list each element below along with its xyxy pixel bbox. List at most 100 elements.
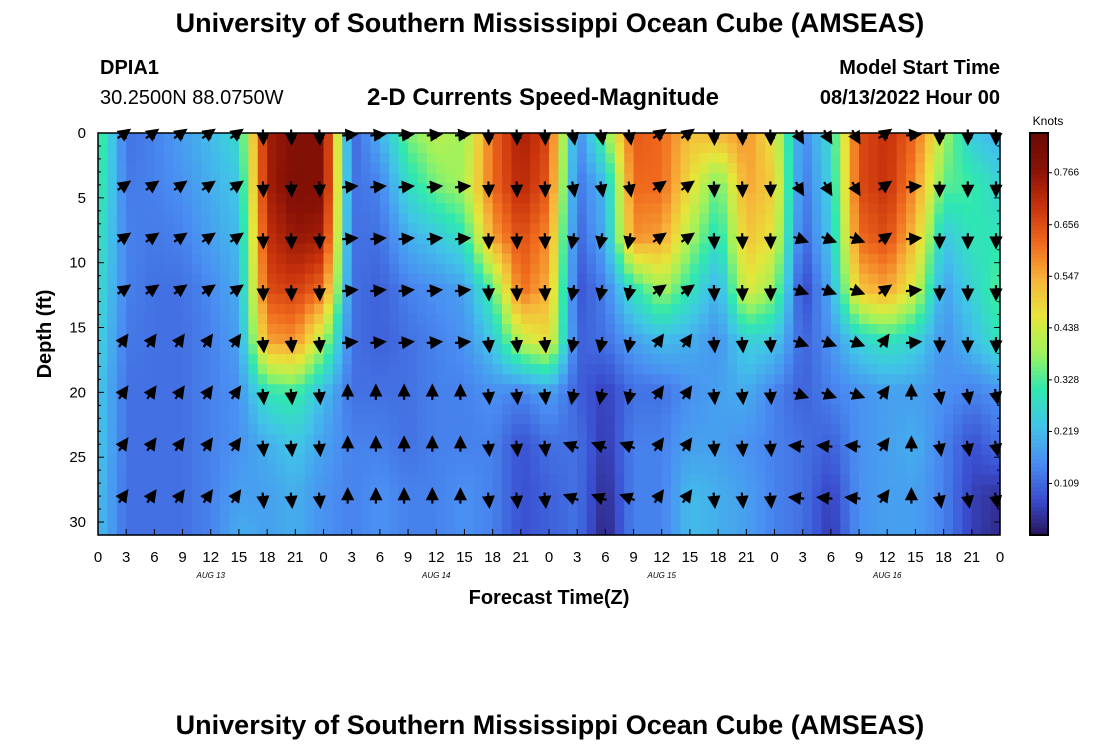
- heatmap-cell: [276, 524, 287, 536]
- heatmap-cell: [783, 203, 794, 214]
- heatmap-cell: [586, 374, 597, 385]
- heatmap-cell: [314, 464, 325, 476]
- heatmap-cell: [530, 464, 541, 476]
- heatmap-cell: [549, 334, 559, 345]
- heatmap-cell: [699, 283, 710, 295]
- heatmap-cell: [379, 374, 390, 385]
- heatmap-cell: [943, 253, 954, 265]
- heatmap-cell: [906, 404, 917, 415]
- heatmap-cell: [624, 143, 635, 154]
- colorbar-segment: [1030, 426, 1048, 432]
- heatmap-cell: [173, 454, 184, 466]
- heatmap-cell: [577, 253, 588, 265]
- heatmap-cell: [370, 374, 381, 385]
- heatmap-cell: [652, 303, 663, 315]
- heatmap-cell: [379, 253, 390, 265]
- heatmap-cell: [783, 454, 794, 466]
- heatmap-cell: [577, 514, 588, 526]
- heatmap-cell: [633, 504, 644, 516]
- heatmap-cell: [793, 524, 804, 536]
- heatmap-cell: [126, 233, 137, 245]
- heatmap-cell: [943, 344, 954, 355]
- heatmap-cell: [896, 273, 907, 285]
- heatmap-cell: [436, 233, 447, 245]
- colorbar-frame: [1029, 132, 1049, 536]
- heatmap-cell: [379, 223, 390, 235]
- heatmap-cell: [708, 504, 719, 516]
- heatmap-cell: [962, 223, 973, 235]
- heatmap-cell: [605, 394, 616, 405]
- heatmap-cell: [530, 303, 541, 315]
- heatmap-cell: [173, 193, 184, 204]
- heatmap-cell: [389, 524, 400, 536]
- heatmap-cell: [746, 394, 757, 405]
- current-arrow: [793, 283, 810, 297]
- heatmap-cell: [661, 504, 672, 516]
- heatmap-cell: [539, 213, 550, 225]
- heatmap-cell: [812, 354, 823, 365]
- heatmap-cell: [943, 434, 954, 446]
- heatmap-cell: [116, 273, 127, 285]
- heatmap-cell: [126, 414, 137, 426]
- heatmap-cell: [154, 424, 165, 436]
- heatmap-cell: [417, 434, 428, 446]
- current-arrow: [284, 388, 298, 406]
- heatmap-cell: [783, 233, 794, 245]
- heatmap-cell: [990, 143, 1001, 154]
- heatmap-cell: [191, 424, 202, 436]
- heatmap-cell: [812, 464, 823, 476]
- heatmap-cell: [182, 323, 193, 335]
- heatmap-cell: [530, 404, 541, 415]
- heatmap-cell: [877, 344, 888, 355]
- heatmap-cell: [98, 524, 108, 536]
- heatmap-cell: [107, 323, 118, 335]
- heatmap-cell: [389, 334, 400, 345]
- heatmap-cell: [116, 213, 127, 225]
- colorbar-segment: [1030, 165, 1048, 170]
- heatmap-cell: [398, 504, 409, 516]
- heatmap-cell: [530, 354, 541, 365]
- heatmap-cell: [934, 313, 945, 325]
- heatmap-cell: [304, 253, 315, 265]
- heatmap-cell: [981, 484, 992, 496]
- heatmap-cell: [257, 364, 268, 375]
- heatmap-cell: [351, 394, 362, 405]
- heatmap-cell: [455, 183, 466, 194]
- heatmap-cell: [877, 524, 888, 536]
- heatmap-cell: [896, 394, 907, 405]
- heatmap-cell: [530, 273, 541, 285]
- heatmap-cell: [746, 293, 757, 305]
- heatmap-cell: [445, 233, 456, 245]
- heatmap-cell: [323, 504, 334, 516]
- heatmap-cell: [295, 313, 306, 325]
- heatmap-cell: [671, 253, 682, 265]
- heatmap-cell: [567, 424, 578, 436]
- heatmap-cell: [285, 464, 296, 476]
- heatmap-cell: [887, 374, 898, 385]
- heatmap-cell: [812, 504, 823, 516]
- x-tick-label: 18: [935, 549, 952, 566]
- heatmap-cell: [661, 283, 672, 295]
- heatmap-cell: [915, 303, 926, 315]
- heatmap-cell: [699, 153, 710, 164]
- heatmap-cell: [680, 504, 691, 516]
- heatmap-cell: [774, 163, 785, 174]
- colorbar-segment: [1030, 506, 1048, 512]
- heatmap-cell: [492, 293, 503, 305]
- heatmap-cell: [567, 374, 578, 385]
- heatmap-cell: [455, 414, 466, 426]
- heatmap-cell: [492, 153, 503, 164]
- heatmap-cell: [220, 354, 231, 365]
- heatmap-cell: [285, 273, 296, 285]
- heatmap-cell: [802, 484, 813, 496]
- heatmap-cell: [906, 464, 917, 476]
- heatmap-cell: [943, 484, 954, 496]
- heatmap-cell: [182, 133, 193, 144]
- heatmap-cell: [398, 404, 409, 415]
- heatmap-cell: [549, 233, 559, 245]
- heatmap-cell: [830, 293, 841, 305]
- heatmap-cell: [868, 424, 879, 436]
- heatmap-cell: [830, 143, 841, 154]
- heatmap-cell: [887, 163, 898, 174]
- heatmap-cell: [887, 303, 898, 315]
